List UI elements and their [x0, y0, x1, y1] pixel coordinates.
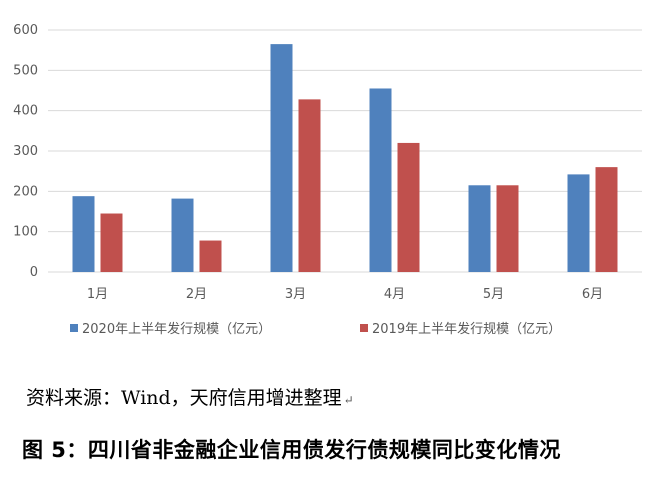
y-axis-ticks: 0 100 200 300 400 500 600	[13, 23, 38, 280]
x-tick-label: 6月	[582, 287, 603, 302]
gridlines	[48, 29, 642, 233]
bar-2019-3	[298, 99, 321, 272]
figure-caption: 图 5：四川省非金融企业信用债发行债规模同比变化情况	[22, 438, 561, 462]
y-tick-label: 400	[13, 104, 38, 119]
source-text: 资料来源：Wind，天府信用增进整理	[26, 387, 342, 409]
bar-2020-2	[171, 198, 194, 272]
source-note: 资料来源：Wind，天府信用增进整理 ↵	[26, 383, 354, 410]
bar-2019-5	[496, 185, 519, 272]
y-tick-label: 500	[13, 63, 38, 78]
legend-swatch	[360, 324, 368, 332]
bars	[72, 44, 618, 272]
bar-2019-2	[199, 240, 222, 272]
bar-2020-6	[567, 174, 590, 272]
legend: 2020年上半年发行规模（亿元） 2019年上半年发行规模（亿元）	[70, 321, 561, 337]
bar-2020-1	[72, 196, 95, 272]
bar-2020-5	[468, 185, 491, 272]
legend-swatch	[70, 324, 78, 332]
y-tick-label: 100	[13, 225, 38, 240]
x-tick-label: 4月	[384, 287, 405, 302]
y-tick-label: 300	[13, 144, 38, 159]
bar-2020-4	[369, 88, 392, 272]
x-axis-ticks: 1月 2月 3月 4月 5月 6月	[87, 287, 603, 302]
return-mark: ↵	[343, 393, 354, 407]
x-tick-label: 2月	[186, 287, 207, 302]
legend-label: 2019年上半年发行规模（亿元）	[372, 321, 561, 337]
bar-chart: 0 100 200 300 400 500 600 1月 2月 3月 4月 5月 6月 2020年上半…	[13, 23, 642, 337]
bar-2019-1	[100, 213, 123, 272]
x-tick-label: 1月	[87, 287, 108, 302]
bar-2019-4	[397, 142, 420, 272]
legend-label: 2020年上半年发行规模（亿元）	[82, 321, 271, 337]
y-tick-label: 600	[13, 23, 38, 38]
bar-2020-3	[270, 44, 293, 272]
x-tick-label: 5月	[483, 287, 504, 302]
bar-2019-6	[595, 167, 618, 272]
x-tick-label: 3月	[285, 287, 306, 302]
y-tick-label: 200	[13, 184, 38, 199]
y-tick-label: 0	[30, 265, 38, 280]
